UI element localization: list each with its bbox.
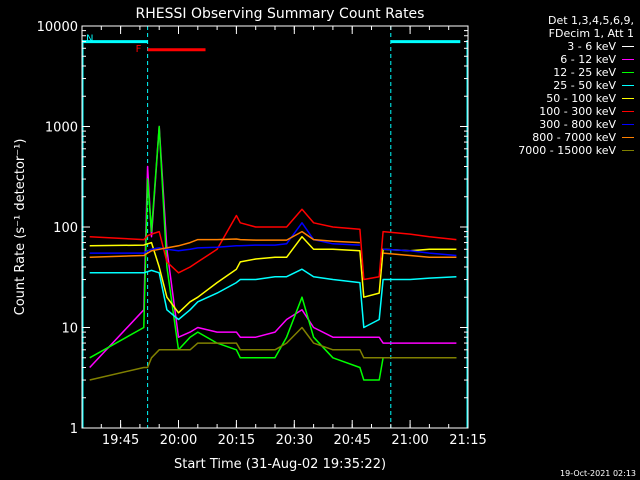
legend-label: 300 - 800 keV	[539, 118, 616, 131]
x-tick-label: 19:45	[102, 433, 139, 448]
x-tick-label: 20:30	[276, 433, 313, 448]
legend-label: 25 - 50 keV	[553, 79, 616, 92]
x-tick-label: 20:15	[218, 433, 255, 448]
legend-entry: 6 - 12 keV	[474, 53, 634, 66]
legend-entry: 50 - 100 keV	[474, 92, 634, 105]
legend-swatch	[622, 150, 634, 151]
legend-swatch	[622, 59, 634, 60]
y-tick-label: 1000	[45, 121, 78, 136]
x-tick-label: 20:00	[160, 433, 197, 448]
legend-label: 7000 - 15000 keV	[518, 144, 616, 157]
legend-entry: 7000 - 15000 keV	[474, 144, 634, 157]
y-tick-label: 10000	[37, 20, 78, 35]
legend-entry: 12 - 25 keV	[474, 66, 634, 79]
legend-swatch	[622, 98, 634, 99]
generation-timestamp: 19-Oct-2021 02:13	[560, 469, 636, 478]
legend: Det 1,3,4,5,6,9, FDecim 1, Att 1 3 - 6 k…	[474, 14, 634, 157]
legend-label: 12 - 25 keV	[553, 66, 616, 79]
legend-swatch	[622, 72, 634, 73]
legend-label: 100 - 300 keV	[539, 105, 616, 118]
series-line-7	[89, 230, 457, 259]
legend-label: 50 - 100 keV	[546, 92, 616, 105]
legend-swatch	[622, 137, 634, 138]
series-line-3	[89, 268, 457, 329]
legend-entry: 3 - 6 keV	[474, 40, 634, 53]
legend-swatch	[622, 111, 634, 112]
y-tick-label: 100	[53, 221, 78, 236]
legend-header-line1: Det 1,3,4,5,6,9,	[547, 14, 634, 27]
annotation-label-2: F	[136, 44, 142, 55]
legend-swatch	[622, 124, 634, 125]
x-axis-label: Start Time (31-Aug-02 19:35:22)	[174, 457, 386, 472]
x-tick-label: 21:00	[391, 433, 428, 448]
legend-header-line2: FDecim 1, Att 1	[548, 27, 634, 40]
y-tick-label: 10	[61, 322, 78, 337]
series-line-4	[89, 235, 457, 314]
legend-swatch	[622, 85, 634, 86]
legend-label: 800 - 7000 keV	[532, 131, 616, 144]
x-tick-label: 20:45	[333, 433, 370, 448]
annotation-label-0: N	[86, 34, 93, 45]
legend-label: 6 - 12 keV	[560, 53, 616, 66]
series-line-6	[89, 222, 457, 257]
y-axis-label: Count Rate (s⁻¹ detector⁻¹)	[13, 139, 28, 316]
legend-entry: 100 - 300 keV	[474, 105, 634, 118]
series-line-2	[89, 125, 457, 381]
y-tick-label: 1	[70, 422, 78, 437]
legend-swatch	[622, 46, 634, 47]
series-line-5	[89, 208, 457, 281]
legend-entry: 800 - 7000 keV	[474, 131, 634, 144]
chart-title: RHESSI Observing Summary Count Rates	[136, 6, 425, 22]
legend-entry: 300 - 800 keV	[474, 118, 634, 131]
series-line-8	[89, 326, 457, 381]
x-tick-label: 21:15	[449, 433, 486, 448]
legend-entry: 25 - 50 keV	[474, 79, 634, 92]
legend-label: 3 - 6 keV	[567, 40, 616, 53]
